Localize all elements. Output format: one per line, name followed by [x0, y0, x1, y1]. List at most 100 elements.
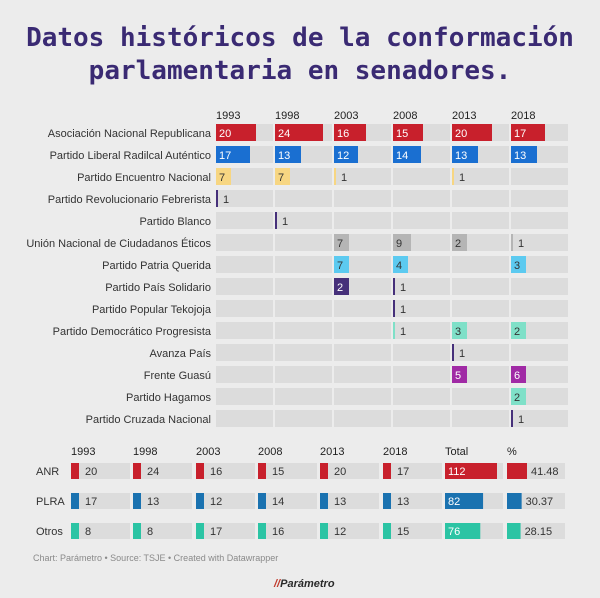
- seat-bar: [393, 300, 395, 317]
- seat-value-label: 17: [514, 128, 526, 140]
- summary-seat-value: 16: [272, 526, 284, 538]
- seat-bar: [393, 278, 395, 295]
- cell-background: [275, 300, 332, 317]
- summary-seat-bar: [133, 493, 141, 509]
- brand-logo: //Parámetro: [274, 578, 335, 590]
- seat-value-label: 1: [459, 348, 465, 360]
- cell-background: [275, 212, 332, 229]
- year-header: 2008: [393, 110, 417, 122]
- seat-bar: [511, 322, 526, 339]
- seat-value-label: 7: [278, 172, 284, 184]
- cell-background: [334, 344, 391, 361]
- summary-seat-bar: [320, 493, 328, 509]
- year-header: 2003: [334, 110, 358, 122]
- summary-seat-bar: [71, 463, 79, 479]
- summary-year-header: 2008: [258, 446, 282, 458]
- cell-background: [216, 322, 273, 339]
- cell-background: [393, 344, 450, 361]
- summary-total-bar: [445, 493, 484, 509]
- seat-value-label: 4: [396, 260, 402, 272]
- cell-background: [511, 212, 568, 229]
- summary-seat-bar: [258, 493, 266, 509]
- cell-background: [216, 300, 273, 317]
- summary-cell-background: [196, 493, 255, 509]
- summary-seat-bar: [383, 463, 391, 479]
- summary-seat-bar: [320, 523, 328, 539]
- seat-value-label: 3: [514, 260, 520, 272]
- summary-seat-bar: [196, 493, 204, 509]
- summary-pct-header: %: [507, 446, 517, 458]
- logo-mark: //: [274, 578, 281, 590]
- seat-value-label: 7: [219, 172, 225, 184]
- summary-seat-bar: [383, 493, 391, 509]
- cell-background: [452, 278, 509, 295]
- cell-background: [393, 278, 450, 295]
- summary-seat-value: 13: [147, 496, 159, 508]
- cell-background: [216, 388, 273, 405]
- summary-cell-background: [133, 463, 192, 479]
- cell-background: [334, 322, 391, 339]
- seat-bar: [511, 256, 526, 273]
- party-label: Partido Patria Querida: [102, 260, 212, 272]
- cell-background: [452, 300, 509, 317]
- seat-value-label: 1: [518, 238, 524, 250]
- summary-cell-background: [258, 463, 317, 479]
- summary-seat-value: 15: [272, 466, 284, 478]
- cell-background: [275, 278, 332, 295]
- cell-background: [452, 256, 509, 273]
- cell-background: [511, 234, 568, 251]
- summary-cell-background: [258, 523, 317, 539]
- summary-seat-bar: [71, 493, 79, 509]
- summary-seat-value: 17: [397, 466, 409, 478]
- summary-seat-bar: [258, 463, 266, 479]
- cell-background: [216, 234, 273, 251]
- cell-background: [275, 410, 332, 427]
- seat-bar: [334, 146, 358, 163]
- summary-year-header: 1993: [71, 446, 95, 458]
- cell-background: [334, 366, 391, 383]
- party-label: Partido Democrático Progresista: [53, 326, 212, 338]
- summary-year-header: 2003: [196, 446, 220, 458]
- summary-total-value: 112: [448, 466, 466, 478]
- cell-background: [275, 256, 332, 273]
- seat-bar: [393, 234, 411, 251]
- summary-seat-value: 17: [85, 496, 97, 508]
- cell-background: [511, 410, 568, 427]
- seat-value-label: 2: [514, 392, 520, 404]
- summary-cell-background: [320, 523, 379, 539]
- seat-value-label: 13: [278, 150, 290, 162]
- summary-pct-bar: [507, 523, 521, 539]
- seat-value-label: 7: [337, 260, 343, 272]
- seat-value-label: 17: [219, 150, 231, 162]
- seat-bar: [334, 256, 349, 273]
- seat-value-label: 1: [400, 326, 406, 338]
- summary-pct-background: [507, 523, 565, 539]
- summary-cell-background: [133, 523, 192, 539]
- seat-bar: [393, 256, 408, 273]
- cell-background: [334, 212, 391, 229]
- summary-seat-value: 8: [147, 526, 153, 538]
- seat-bar: [511, 146, 537, 163]
- seat-bar: [216, 190, 218, 207]
- seat-value-label: 6: [514, 370, 520, 382]
- summary-seat-bar: [133, 463, 141, 479]
- seat-value-label: 14: [396, 150, 408, 162]
- seat-bar: [216, 168, 231, 185]
- summary-cell-background: [320, 493, 379, 509]
- seat-bar: [452, 168, 454, 185]
- seat-bar: [452, 366, 467, 383]
- seat-value-label: 1: [223, 194, 229, 206]
- cell-background: [452, 410, 509, 427]
- cell-background: [216, 344, 273, 361]
- year-header: 2018: [511, 110, 535, 122]
- seat-bar: [334, 168, 336, 185]
- seat-value-label: 1: [341, 172, 347, 184]
- cell-background: [511, 168, 568, 185]
- seat-value-label: 20: [455, 128, 467, 140]
- cell-background: [393, 366, 450, 383]
- party-label: Unión Nacional de Ciudadanos Éticos: [26, 237, 211, 250]
- seat-value-label: 1: [400, 304, 406, 316]
- summary-party-label: Otros: [36, 526, 63, 538]
- summary-seat-value: 24: [147, 466, 159, 478]
